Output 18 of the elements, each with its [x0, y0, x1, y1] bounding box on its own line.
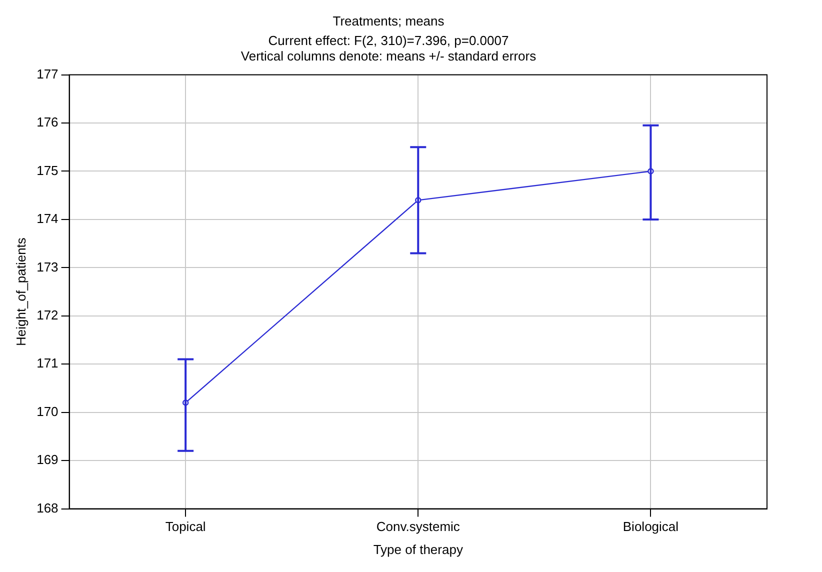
- y-tick-label: 171: [36, 356, 58, 371]
- y-axis-title: Height_of_patients: [13, 237, 28, 346]
- x-tick-label: Topical: [165, 519, 206, 534]
- y-tick-label: 172: [36, 307, 58, 322]
- y-tick-label: 176: [36, 114, 58, 130]
- x-tick-label: Biological: [622, 519, 679, 534]
- y-tick-label: 168: [36, 500, 58, 516]
- x-tick-label: Conv.systemic: [376, 519, 460, 534]
- y-tick-label: 173: [36, 259, 58, 274]
- y-tick-label: 169: [36, 452, 58, 468]
- y-tick-label: 175: [36, 162, 58, 178]
- chart-subtitle: Current effect: F(2, 310)=7.396, p=0.0007: [268, 32, 509, 48]
- y-tick-label: 177: [36, 66, 58, 82]
- y-tick-label: 174: [36, 211, 58, 226]
- y-tick-label: 170: [36, 404, 58, 419]
- x-axis-title: Type of therapy: [373, 542, 464, 557]
- chart-title: Treatments; means: [332, 13, 445, 28]
- text: Vertical columns denote: means +/- standard errors: [240, 48, 537, 64]
